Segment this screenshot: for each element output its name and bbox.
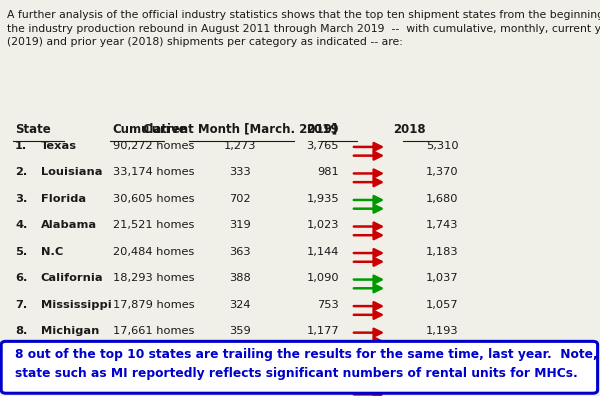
Text: Alabama: Alabama — [41, 220, 97, 230]
Text: 359: 359 — [229, 326, 251, 336]
Text: 1,680: 1,680 — [426, 194, 458, 204]
Text: Michigan: Michigan — [41, 326, 99, 336]
Text: 1,144: 1,144 — [307, 247, 339, 257]
Text: 1,935: 1,935 — [307, 194, 339, 204]
Text: 753: 753 — [317, 300, 339, 310]
Text: 1,090: 1,090 — [307, 273, 339, 283]
Text: Tennessee: Tennessee — [41, 379, 108, 389]
Text: 1,273: 1,273 — [224, 141, 256, 150]
Text: Current Month [March. 2019]: Current Month [March. 2019] — [143, 123, 337, 136]
Text: 981: 981 — [317, 167, 339, 177]
Text: Cumulative: Cumulative — [113, 123, 187, 136]
Text: 16,124 homes: 16,124 homes — [113, 353, 194, 363]
Text: 8.: 8. — [15, 326, 28, 336]
Text: 13,838 homes: 13,838 homes — [113, 379, 194, 389]
Text: 789: 789 — [426, 379, 448, 389]
Text: 17,661 homes: 17,661 homes — [113, 326, 194, 336]
Text: 363: 363 — [229, 247, 251, 257]
FancyBboxPatch shape — [1, 341, 598, 393]
Text: Mississippi: Mississippi — [41, 300, 112, 310]
Text: 1,743: 1,743 — [426, 220, 458, 230]
Text: 18,293 homes: 18,293 homes — [113, 273, 194, 283]
Text: 4.: 4. — [15, 220, 28, 230]
Text: 526: 526 — [317, 379, 339, 389]
Text: 2019: 2019 — [307, 123, 339, 136]
Text: 90,272 homes: 90,272 homes — [113, 141, 194, 150]
Text: 5,310: 5,310 — [426, 141, 458, 150]
Text: Florida: Florida — [41, 194, 86, 204]
Text: 21,521 homes: 21,521 homes — [113, 220, 194, 230]
Text: Kentucky: Kentucky — [41, 353, 101, 363]
Text: 606: 606 — [317, 353, 339, 363]
Text: 333: 333 — [229, 167, 251, 177]
Text: 9.: 9. — [15, 353, 28, 363]
Text: California: California — [41, 273, 103, 283]
Text: 33,174 homes: 33,174 homes — [113, 167, 194, 177]
Text: 1,057: 1,057 — [426, 300, 458, 310]
Text: State: State — [15, 123, 51, 136]
Text: 1,193: 1,193 — [426, 326, 458, 336]
Text: N.C: N.C — [41, 247, 63, 257]
Text: 2.: 2. — [15, 167, 27, 177]
Text: 2018: 2018 — [394, 123, 426, 136]
Text: 1.: 1. — [15, 141, 27, 150]
Text: 6.: 6. — [15, 273, 28, 283]
Text: 256: 256 — [229, 353, 251, 363]
Text: 7.: 7. — [15, 300, 27, 310]
Text: 3.: 3. — [15, 194, 28, 204]
Text: 1,177: 1,177 — [307, 326, 339, 336]
Text: 3,765: 3,765 — [307, 141, 339, 150]
Text: 10.: 10. — [15, 379, 35, 389]
Text: A further analysis of the official industry statistics shows that the top ten sh: A further analysis of the official indus… — [7, 10, 600, 47]
Text: 388: 388 — [229, 273, 251, 283]
Text: 20,484 homes: 20,484 homes — [113, 247, 194, 257]
Text: Louisiana: Louisiana — [41, 167, 103, 177]
Text: 8 out of the top 10 states are trailing the results for the same time, last year: 8 out of the top 10 states are trailing … — [15, 348, 600, 380]
Text: 1,023: 1,023 — [307, 220, 339, 230]
Text: 17,879 homes: 17,879 homes — [113, 300, 194, 310]
Text: 30,605 homes: 30,605 homes — [113, 194, 194, 204]
Text: 324: 324 — [229, 300, 251, 310]
Text: 749: 749 — [426, 353, 448, 363]
Text: 1,370: 1,370 — [426, 167, 458, 177]
Text: 158: 158 — [229, 379, 251, 389]
Text: Texas: Texas — [41, 141, 77, 150]
Text: 5.: 5. — [15, 247, 27, 257]
Text: 1,183: 1,183 — [426, 247, 458, 257]
Text: 702: 702 — [229, 194, 251, 204]
Text: 319: 319 — [229, 220, 251, 230]
Text: 1,037: 1,037 — [426, 273, 458, 283]
